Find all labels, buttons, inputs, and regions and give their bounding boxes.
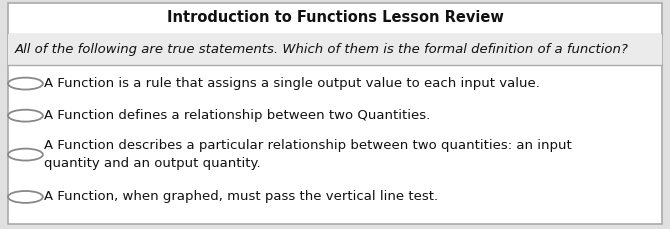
Text: A Function is a rule that assigns a single output value to each input value.: A Function is a rule that assigns a sing… bbox=[44, 77, 539, 90]
FancyBboxPatch shape bbox=[8, 34, 662, 65]
Circle shape bbox=[8, 78, 43, 90]
Text: A Function, when graphed, must pass the vertical line test.: A Function, when graphed, must pass the … bbox=[44, 191, 438, 203]
Circle shape bbox=[8, 191, 43, 203]
Circle shape bbox=[8, 149, 43, 161]
Circle shape bbox=[8, 110, 43, 122]
Text: A Function describes a particular relationship between two quantities: an input
: A Function describes a particular relati… bbox=[44, 139, 572, 170]
Text: All of the following are true statements. Which of them is the formal definition: All of the following are true statements… bbox=[15, 43, 628, 56]
FancyBboxPatch shape bbox=[8, 3, 662, 224]
Text: Introduction to Functions Lesson Review: Introduction to Functions Lesson Review bbox=[167, 10, 503, 25]
Text: A Function defines a relationship between two Quantities.: A Function defines a relationship betwee… bbox=[44, 109, 429, 122]
